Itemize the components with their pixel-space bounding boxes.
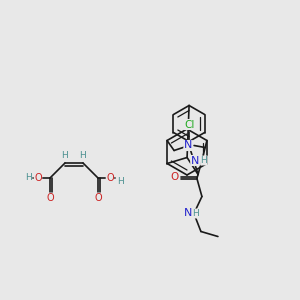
- Text: H: H: [80, 151, 86, 160]
- Text: H: H: [193, 209, 199, 218]
- Text: O: O: [106, 173, 114, 183]
- Text: H: H: [117, 176, 123, 185]
- Text: H: H: [25, 173, 32, 182]
- Text: N: N: [184, 208, 192, 218]
- Text: O: O: [171, 172, 179, 182]
- Text: O: O: [94, 193, 102, 203]
- Text: O: O: [34, 173, 42, 183]
- Text: O: O: [46, 193, 54, 203]
- Text: H: H: [61, 151, 68, 160]
- Text: H: H: [200, 156, 207, 165]
- Text: N: N: [191, 155, 199, 166]
- Text: Cl: Cl: [184, 119, 194, 130]
- Text: N: N: [184, 140, 192, 151]
